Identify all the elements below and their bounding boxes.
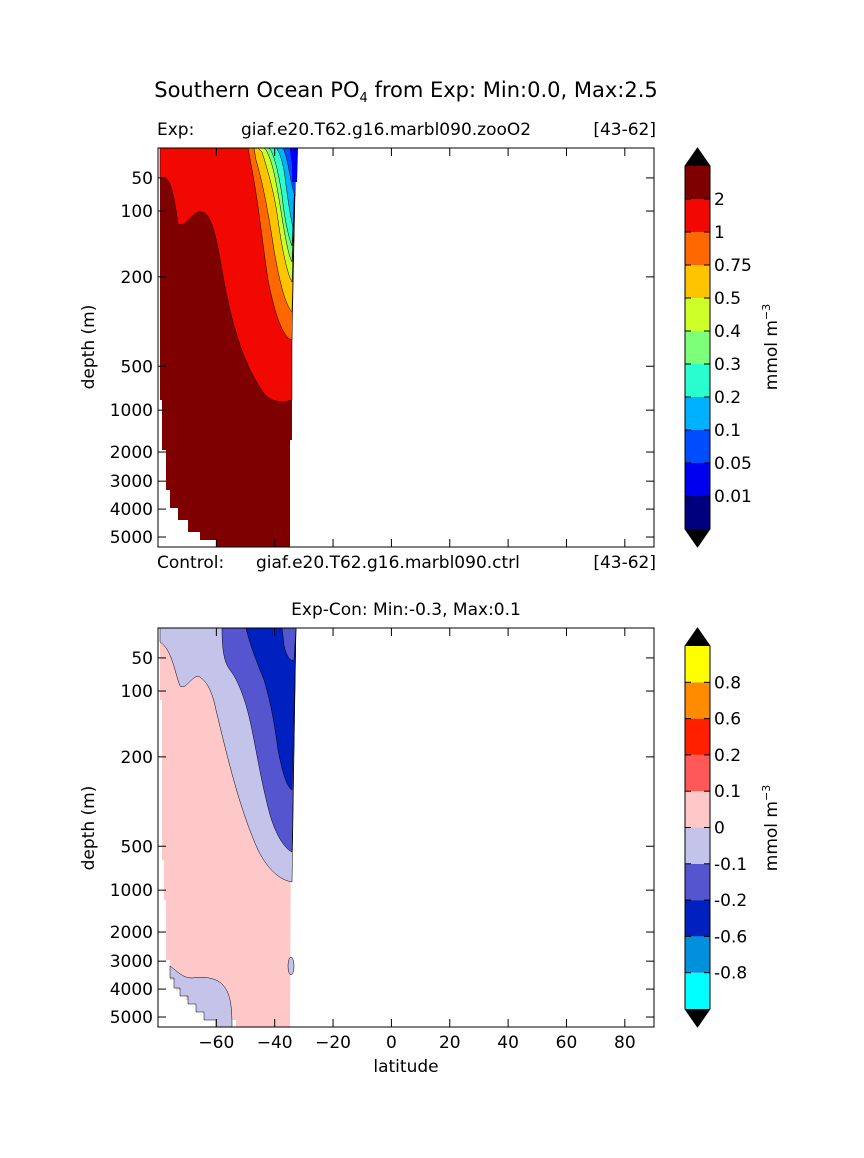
colorbar-tick-label: 0.1 [714, 782, 741, 802]
colorbar-tick-label: -0.1 [714, 855, 747, 875]
colorbar-band [685, 718, 710, 755]
colorbar-tick-label: -0.2 [714, 891, 747, 911]
colorbar-outline [684, 627, 711, 1028]
top-y-ticks: 50 100 200 500 1000 2000 3000 4000 5000 [110, 169, 654, 548]
figure-title: Southern Ocean PO4 from Exp: Min:0.0, Ma… [154, 78, 658, 107]
colorbar-band [685, 364, 710, 397]
top-plot-area: 50 100 200 500 1000 2000 3000 4000 5000 [110, 147, 655, 548]
x-tick-label: 40 [497, 1033, 519, 1053]
x-tick-label: −20 [315, 1033, 351, 1053]
colorbar-tick-label: 0.8 [714, 673, 741, 693]
y-tick-label: 4000 [110, 980, 153, 1000]
colorbar-tick-label: 0.6 [714, 710, 741, 730]
x-tick-label: −40 [257, 1033, 293, 1053]
y-tick-label: 50 [131, 169, 153, 189]
colorbar-band [685, 900, 710, 937]
colorbar-band [685, 682, 710, 719]
y-tick-label: 100 [121, 202, 153, 222]
colorbar-extend-min [685, 529, 710, 547]
colorbar-band [685, 166, 710, 199]
colorbar-band [685, 754, 710, 792]
colorbar-band [685, 646, 710, 683]
colorbar-tick-label: 0.4 [714, 322, 741, 342]
colorbar-band [685, 791, 710, 828]
colorbar-band [685, 331, 710, 364]
exp-case-name: giaf.e20.T62.g16.marbl090.zooO2 [241, 120, 532, 140]
y-tick-label: 200 [121, 748, 153, 768]
colorbar-tick-label: 0.2 [714, 388, 741, 408]
colorbar-tick-label: 0.2 [714, 746, 741, 766]
y-tick-label: 3000 [110, 952, 153, 972]
colorbar-band [685, 972, 710, 1009]
colorbar-band [685, 936, 710, 973]
x-tick-label: 60 [556, 1033, 578, 1053]
colorbar-band [685, 863, 710, 901]
y-tick-label: 1000 [110, 401, 153, 421]
x-tick-label: −60 [198, 1033, 234, 1053]
colorbar-tick-label: 0 [714, 819, 725, 839]
colorbar-tick-label: 2 [714, 190, 725, 210]
y-tick-label: 5000 [110, 528, 153, 548]
x-axis-label: latitude [373, 1057, 439, 1077]
y-tick-label: 50 [131, 649, 153, 669]
colorbar-tick-label: 0.1 [714, 421, 741, 441]
x-tick-label: 20 [439, 1033, 461, 1053]
top-colorbar: 0.01 0.05 0.1 0.2 0.3 0.4 0.5 0.75 1 2 [684, 147, 752, 548]
y-tick-label: 1000 [110, 881, 153, 901]
bottom-axes-frame [157, 627, 655, 1028]
colorbar-tick-label: -0.8 [714, 964, 747, 984]
colorbar-band [685, 496, 710, 529]
colorbar-band [685, 430, 710, 463]
colorbar-outline [684, 147, 711, 548]
diff-panel-title: Exp-Con: Min:-0.3, Max:0.1 [291, 600, 521, 620]
colorbar-tick-label: 0.75 [714, 256, 752, 276]
bottom-region-neg0.6-neg0.2 [245, 627, 297, 791]
y-tick-label: 4000 [110, 500, 153, 520]
bottom-region-notch [281, 627, 297, 661]
y-tick-label: 2000 [110, 923, 153, 943]
colorbar-tick-label: 0.5 [714, 289, 741, 309]
colorbar-extend-min [685, 1009, 710, 1027]
y-tick-label: 500 [121, 357, 153, 377]
y-tick-label: 500 [121, 837, 153, 857]
control-years: [43-62] [593, 553, 656, 573]
top-x-ticks [215, 148, 626, 547]
y-tick-label: 200 [121, 268, 153, 288]
x-tick-label: 80 [614, 1033, 636, 1053]
colorbar-band [685, 298, 710, 331]
colorbar-tick-label: 1 [714, 223, 725, 243]
bottom-x-ticks: −60 −40 −20 0 20 40 60 80 [198, 628, 636, 1053]
colorbar-tick-label: 0.3 [714, 355, 741, 375]
colorbar-tick-label: -0.6 [714, 927, 747, 947]
colorbar-band [685, 232, 710, 265]
control-case-name: giaf.e20.T62.g16.marbl090.ctrl [256, 553, 520, 573]
y-tick-label: 5000 [110, 1008, 153, 1028]
y-tick-label: 3000 [110, 472, 153, 492]
bottom-colorbar: -0.8 -0.6 -0.2 -0.1 0 0.1 0.2 0.6 0.8 [684, 627, 747, 1028]
colorbar-band [685, 463, 710, 496]
exp-label: Exp: [157, 120, 195, 140]
colorbar-tick-label: 0.05 [714, 454, 752, 474]
colorbar-band [685, 827, 710, 864]
colorbar-tick-label: 0.01 [714, 487, 752, 507]
bottom-region-deep-negative [169, 965, 233, 1028]
y-tick-label: 100 [121, 682, 153, 702]
control-label: Control: [157, 553, 225, 573]
exp-years: [43-62] [593, 120, 656, 140]
colorbar-band [685, 199, 710, 232]
x-tick-label: 0 [386, 1033, 397, 1053]
colorbar-band [685, 265, 710, 298]
colorbar-extend-max [685, 148, 710, 166]
colorbar-band [685, 397, 710, 430]
y-tick-label: 2000 [110, 443, 153, 463]
top-region-0.01-0.05 [290, 148, 298, 182]
colorbar-extend-max [685, 628, 710, 646]
bottom-y-ticks: 50 100 200 500 1000 2000 3000 4000 5000 [110, 649, 654, 1028]
bottom-pink-speck [287, 956, 295, 976]
top-axes-frame [157, 147, 655, 548]
